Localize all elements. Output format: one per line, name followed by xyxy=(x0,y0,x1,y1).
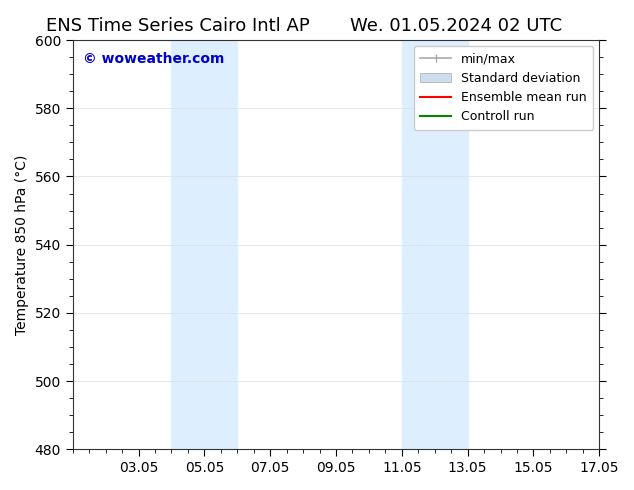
Text: ENS Time Series Cairo Intl AP: ENS Time Series Cairo Intl AP xyxy=(46,17,309,35)
Y-axis label: Temperature 850 hPa (°C): Temperature 850 hPa (°C) xyxy=(15,154,29,335)
Text: We. 01.05.2024 02 UTC: We. 01.05.2024 02 UTC xyxy=(351,17,562,35)
Legend: min/max, Standard deviation, Ensemble mean run, Controll run: min/max, Standard deviation, Ensemble me… xyxy=(413,47,593,129)
Bar xyxy=(402,40,468,449)
Text: © woweather.com: © woweather.com xyxy=(83,52,224,66)
Bar xyxy=(171,40,237,449)
